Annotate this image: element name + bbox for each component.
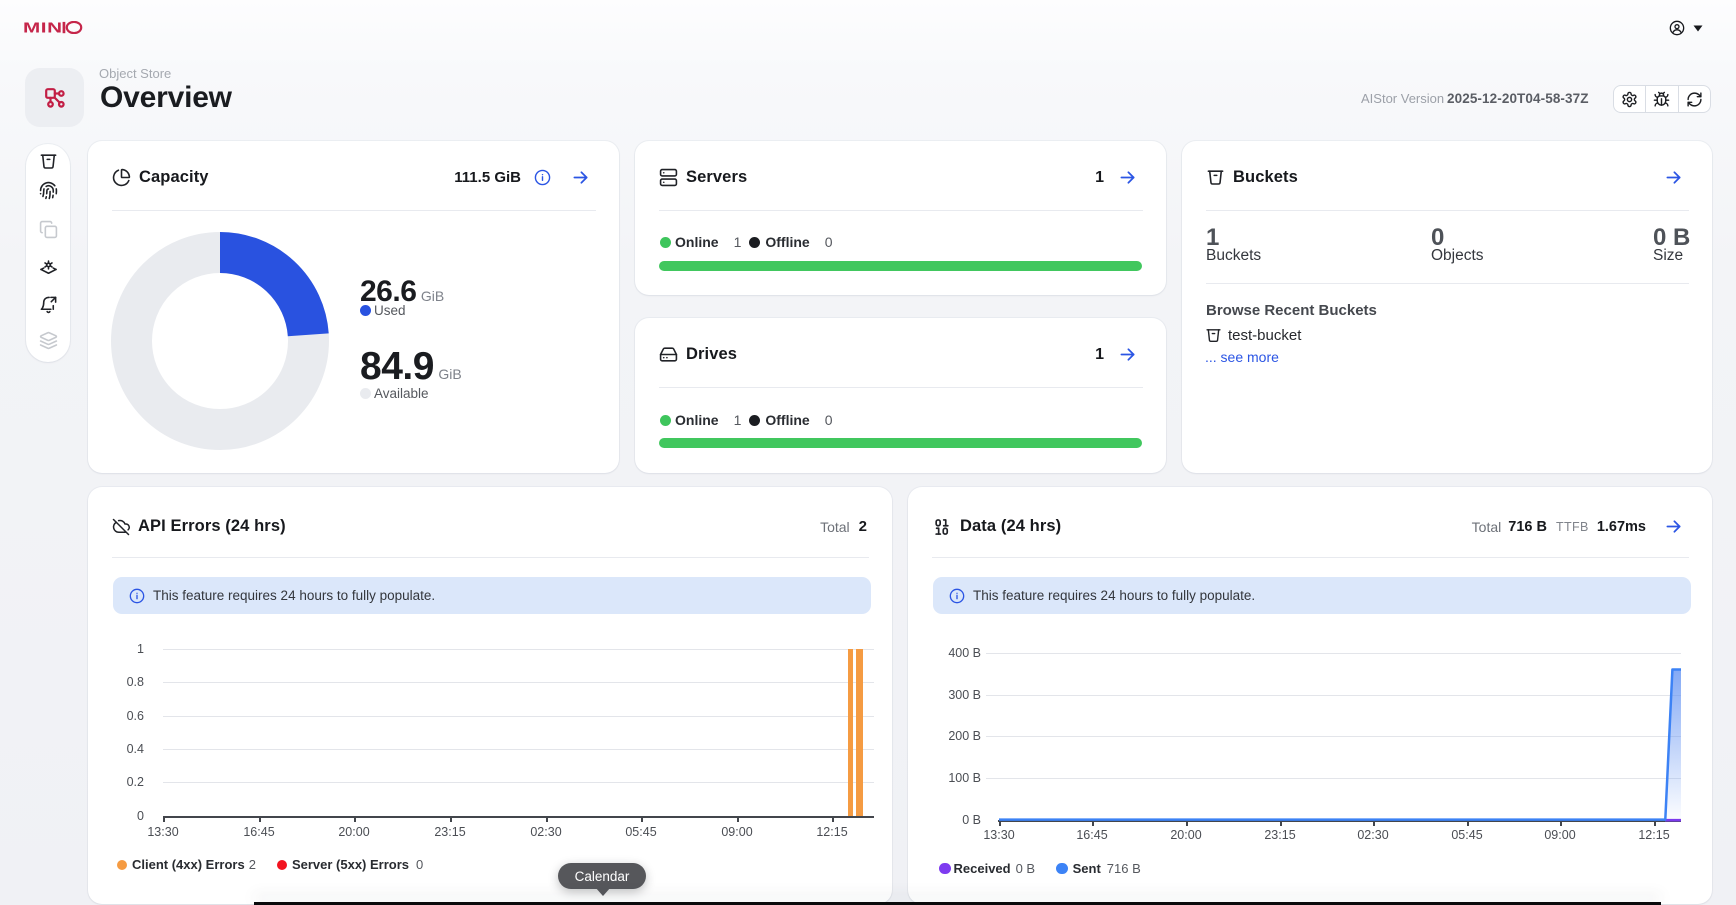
svg-text:MIN: MIN bbox=[23, 21, 63, 34]
